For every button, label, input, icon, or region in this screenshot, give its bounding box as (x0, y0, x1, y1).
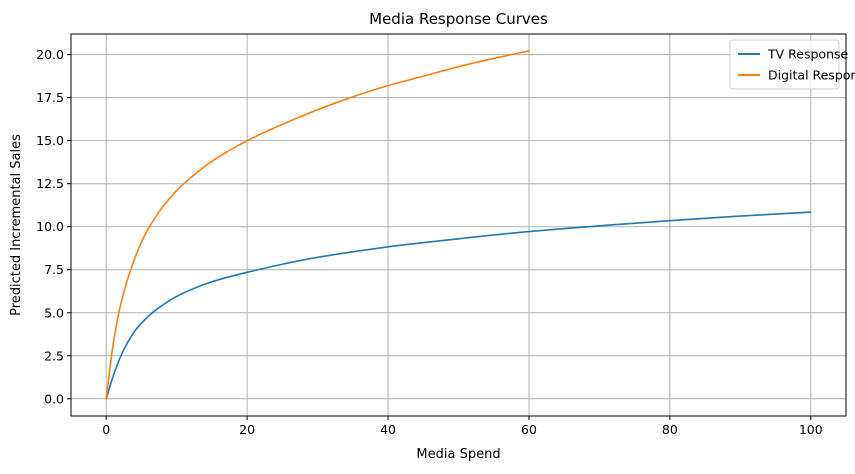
y-tick-label: 5.0 (44, 305, 64, 320)
y-tick-label: 10.0 (36, 219, 64, 234)
x-tick-label: 20 (239, 422, 255, 437)
legend-label-digital: Digital Response (768, 68, 855, 83)
y-axis-ticks: 0.0 2.5 5.0 7.5 10.0 12.5 15.0 17.5 20.0 (36, 47, 71, 406)
y-tick-label: 0.0 (44, 391, 64, 406)
legend-box (729, 39, 840, 90)
x-axis-label: Media Spend (416, 447, 500, 462)
y-tick-label: 15.0 (36, 133, 64, 148)
y-tick-label: 7.5 (44, 262, 64, 277)
x-tick-label: 80 (662, 422, 678, 437)
grid (71, 34, 846, 416)
y-tick-label: 2.5 (44, 348, 64, 363)
legend-label-tv: TV Response (767, 47, 849, 62)
series-lines (105, 50, 812, 400)
y-tick-label: 17.5 (36, 90, 64, 105)
x-tick-label: 60 (521, 422, 537, 437)
y-axis-label: Predicted Incremental Sales (9, 134, 24, 316)
x-tick-label: 0 (102, 422, 110, 437)
digital-response-line (105, 50, 530, 400)
y-tick-label: 20.0 (36, 47, 64, 62)
x-tick-label: 100 (799, 422, 823, 437)
y-tick-label: 12.5 (36, 176, 64, 191)
x-tick-label: 40 (380, 422, 396, 437)
tv-response-line (105, 211, 812, 400)
x-axis-ticks: 0 20 40 60 80 100 (102, 416, 823, 437)
legend: TV Response Digital Response (729, 39, 855, 90)
plot-frame (70, 33, 847, 417)
chart-title: Media Response Curves (369, 10, 548, 28)
